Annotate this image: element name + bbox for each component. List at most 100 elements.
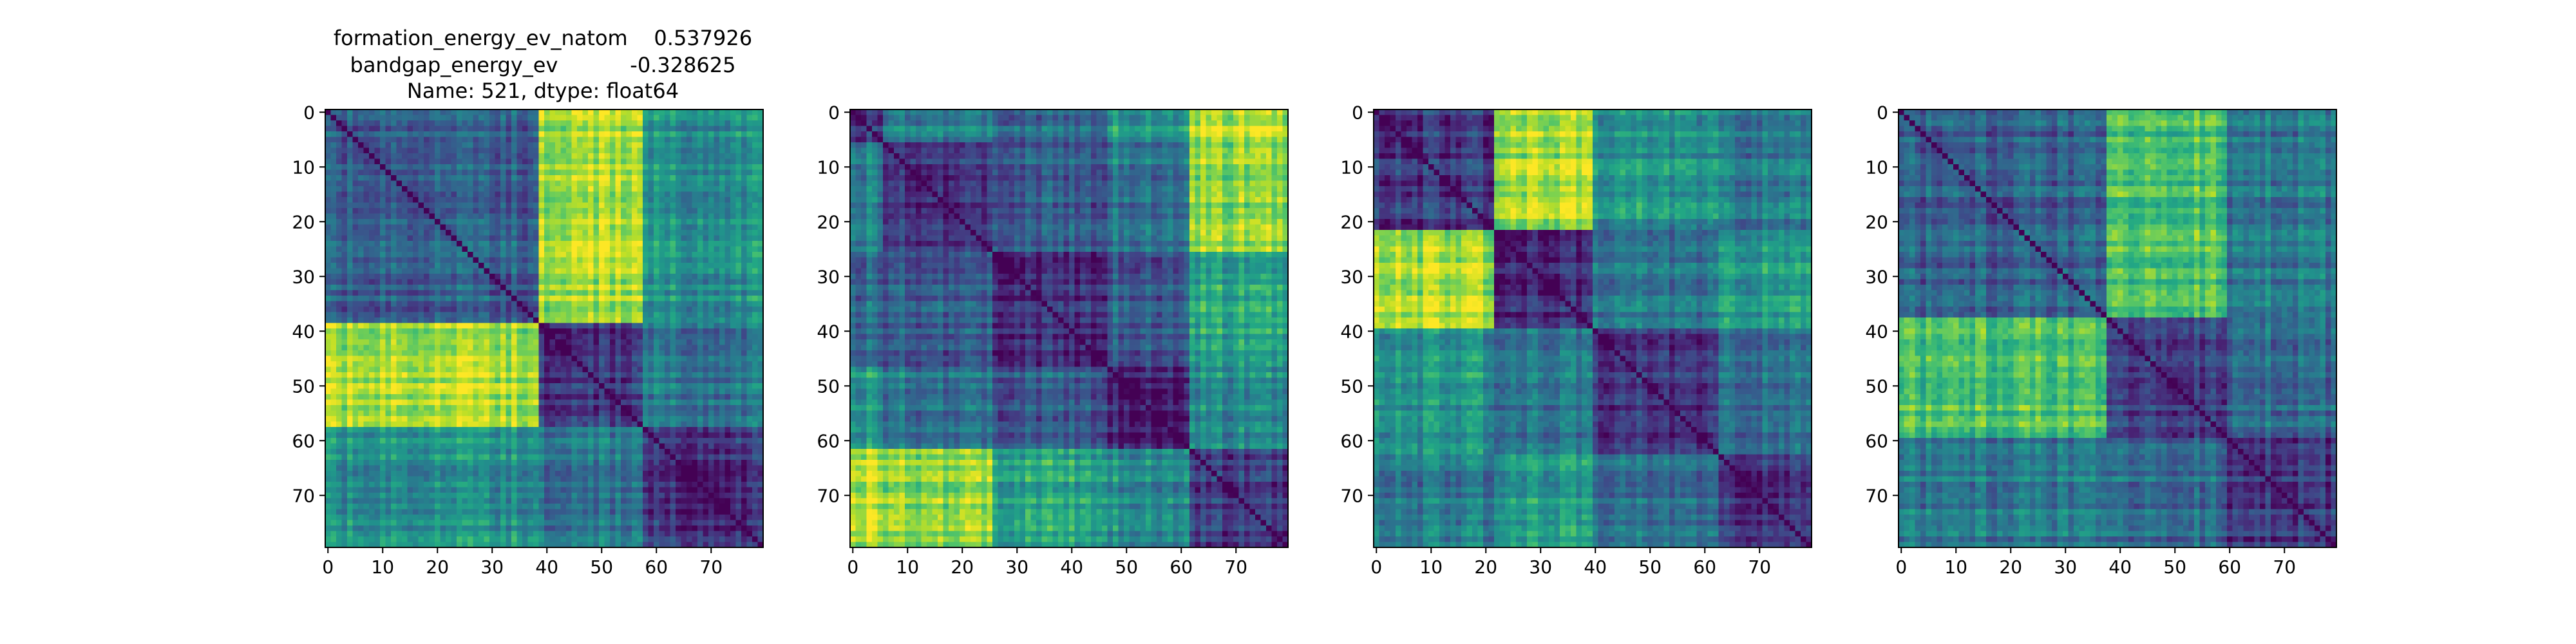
heatmap-cell [637, 350, 643, 357]
heatmap-cell [582, 208, 589, 214]
heatmap-cell [724, 137, 731, 143]
heatmap-cell [610, 246, 616, 252]
heatmap-cell [489, 230, 496, 236]
heatmap-cell [538, 438, 545, 444]
heatmap-cell [380, 126, 386, 132]
heatmap-cell [358, 191, 365, 198]
heatmap-cell [549, 443, 556, 450]
heatmap-cell [391, 345, 397, 351]
heatmap-cell [484, 169, 490, 176]
heatmap-cell [593, 208, 600, 214]
heatmap-cell [468, 366, 474, 373]
heatmap-cell [440, 197, 446, 204]
heatmap-cell [533, 268, 540, 274]
heatmap-cell [336, 109, 343, 116]
heatmap-cell [555, 158, 562, 165]
heatmap-cell [632, 345, 638, 351]
heatmap-cell [571, 323, 578, 329]
heatmap-cell [352, 372, 359, 379]
heatmap-cell [446, 153, 452, 160]
heatmap-cell [708, 164, 715, 171]
heatmap-cell [621, 307, 627, 313]
heatmap-cell [489, 377, 496, 384]
heatmap-cell [506, 202, 512, 209]
heatmap-cell [659, 372, 665, 379]
heatmap-cell [429, 334, 435, 340]
heatmap-cell [363, 312, 370, 318]
heatmap-cell [325, 323, 332, 329]
heatmap-cell [347, 164, 354, 171]
heatmap-cell [424, 131, 430, 138]
heatmap-cell [347, 257, 354, 263]
heatmap-cell [369, 263, 375, 269]
heatmap-cell [626, 377, 632, 384]
heatmap-cell [352, 345, 359, 351]
heatmap-cell [407, 410, 413, 417]
heatmap-cell [500, 120, 507, 127]
heatmap-cell [588, 246, 594, 252]
heatmap-cell [665, 169, 671, 176]
heatmap-cell [757, 147, 764, 154]
heatmap-cell [741, 230, 748, 236]
heatmap-cell [325, 361, 332, 368]
heatmap-cell [341, 257, 348, 263]
heatmap-cell [478, 443, 485, 450]
heatmap-cell [549, 366, 556, 373]
heatmap-cell [692, 361, 698, 368]
heatmap-cell [440, 372, 446, 379]
heatmap-cell [435, 169, 441, 176]
heatmap-cell [544, 312, 551, 318]
heatmap-cell [500, 307, 507, 313]
heatmap-cell [735, 263, 742, 269]
heatmap-cell [708, 274, 715, 280]
heatmap-cell [593, 405, 600, 412]
heatmap-cell [380, 147, 386, 154]
heatmap-cell [681, 224, 687, 231]
heatmap-cell [440, 394, 446, 401]
heatmap-cell [347, 328, 354, 335]
heatmap-cell [369, 274, 375, 280]
heatmap-cell [363, 164, 370, 171]
heatmap-cell [577, 366, 583, 373]
heatmap-cell [549, 383, 556, 390]
heatmap-cell [336, 377, 343, 384]
heatmap-cell [484, 186, 490, 193]
heatmap-cell [330, 290, 337, 296]
heatmap-cell [676, 252, 682, 258]
heatmap-cell [588, 257, 594, 263]
heatmap-cell [648, 241, 654, 247]
heatmap-cell [615, 339, 621, 346]
heatmap-cell [418, 142, 424, 149]
heatmap-cell [676, 432, 682, 439]
heatmap-cell [560, 126, 567, 132]
heatmap-cell [681, 202, 687, 209]
heatmap-cell [708, 263, 715, 269]
heatmap-cell [577, 443, 583, 450]
heatmap-cell [654, 438, 660, 444]
heatmap-cell [741, 405, 748, 412]
heatmap-cell [396, 197, 402, 204]
heatmap-cell [435, 191, 441, 198]
heatmap-cell [440, 421, 446, 428]
heatmap-cell [325, 372, 332, 379]
heatmap-cell [741, 180, 748, 187]
heatmap-cell [588, 317, 594, 324]
heatmap-cell [659, 109, 665, 116]
heatmap-cell [626, 410, 632, 417]
heatmap-cell [621, 372, 627, 379]
heatmap-cell [533, 372, 540, 379]
heatmap-cell [489, 169, 496, 176]
heatmap-cell [599, 410, 605, 417]
heatmap-cell [571, 328, 578, 335]
heatmap-cell [724, 366, 731, 373]
heatmap-cell [374, 345, 381, 351]
heatmap-cell [741, 323, 748, 329]
heatmap-cell [347, 126, 354, 132]
heatmap-cell [670, 120, 676, 127]
heatmap-cell [571, 421, 578, 428]
heatmap-cell [495, 120, 501, 127]
heatmap-cell [363, 350, 370, 357]
heatmap-cell [484, 197, 490, 204]
heatmap-cell [593, 383, 600, 390]
heatmap-cell [413, 388, 419, 395]
